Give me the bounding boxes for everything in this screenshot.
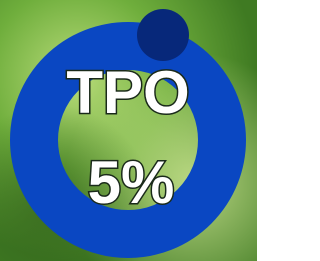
label: TPO xyxy=(66,59,189,126)
widget: TPO 5% xyxy=(0,0,257,261)
page: TPO 5% (() => { const data = JSON.parse(… xyxy=(0,0,257,261)
progress-knob xyxy=(137,9,189,61)
value-text: 5% xyxy=(88,149,175,216)
